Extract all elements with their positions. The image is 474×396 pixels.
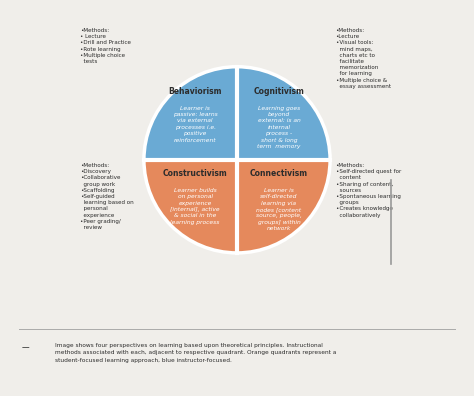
- Text: Learning goes
beyond
external: is an
internal
process -
short & long
term  memor: Learning goes beyond external: is an int…: [257, 105, 301, 149]
- Text: Constructivism: Constructivism: [163, 169, 228, 178]
- Text: Connectivism: Connectivism: [250, 169, 308, 178]
- Wedge shape: [144, 160, 237, 253]
- Text: Learner is
passive: learns
via external
processes i.e.
positive
reinforcement: Learner is passive: learns via external …: [173, 105, 218, 143]
- Text: •Methods:
•Lecture
•Visual tools:
  mind maps,
  charts etc to
  facilitate
  me: •Methods: •Lecture •Visual tools: mind m…: [336, 28, 391, 89]
- Text: •Methods:
•Discovery
•Collaborative
  group work
•Scaffolding
•Self-guided
  lea: •Methods: •Discovery •Collaborative grou…: [80, 163, 134, 230]
- Text: Cognitivism: Cognitivism: [254, 87, 304, 96]
- Text: •Methods:
• Lecture
•Drill and Practice
•Rote learning
•Multiple choice
  tests: •Methods: • Lecture •Drill and Practice …: [80, 28, 131, 64]
- Wedge shape: [144, 67, 237, 160]
- Text: Image shows four perspectives on learning based upon theoretical principles. Ins: Image shows four perspectives on learnin…: [55, 343, 336, 363]
- Text: •Methods:
•Self-directed quest for
  content
•Sharing of content,
  sources
•Spo: •Methods: •Self-directed quest for conte…: [336, 163, 401, 217]
- Text: —: —: [21, 343, 29, 352]
- Text: Learner builds
on personal
experience
[internal], active
& social in the
learnin: Learner builds on personal experience [i…: [170, 188, 220, 225]
- Wedge shape: [237, 160, 330, 253]
- Text: Learner is
self-directed
learning via
nodes [content
source, people,
groups] wit: Learner is self-directed learning via no…: [256, 188, 302, 231]
- Text: Behaviorism: Behaviorism: [168, 87, 222, 96]
- Wedge shape: [237, 67, 330, 160]
